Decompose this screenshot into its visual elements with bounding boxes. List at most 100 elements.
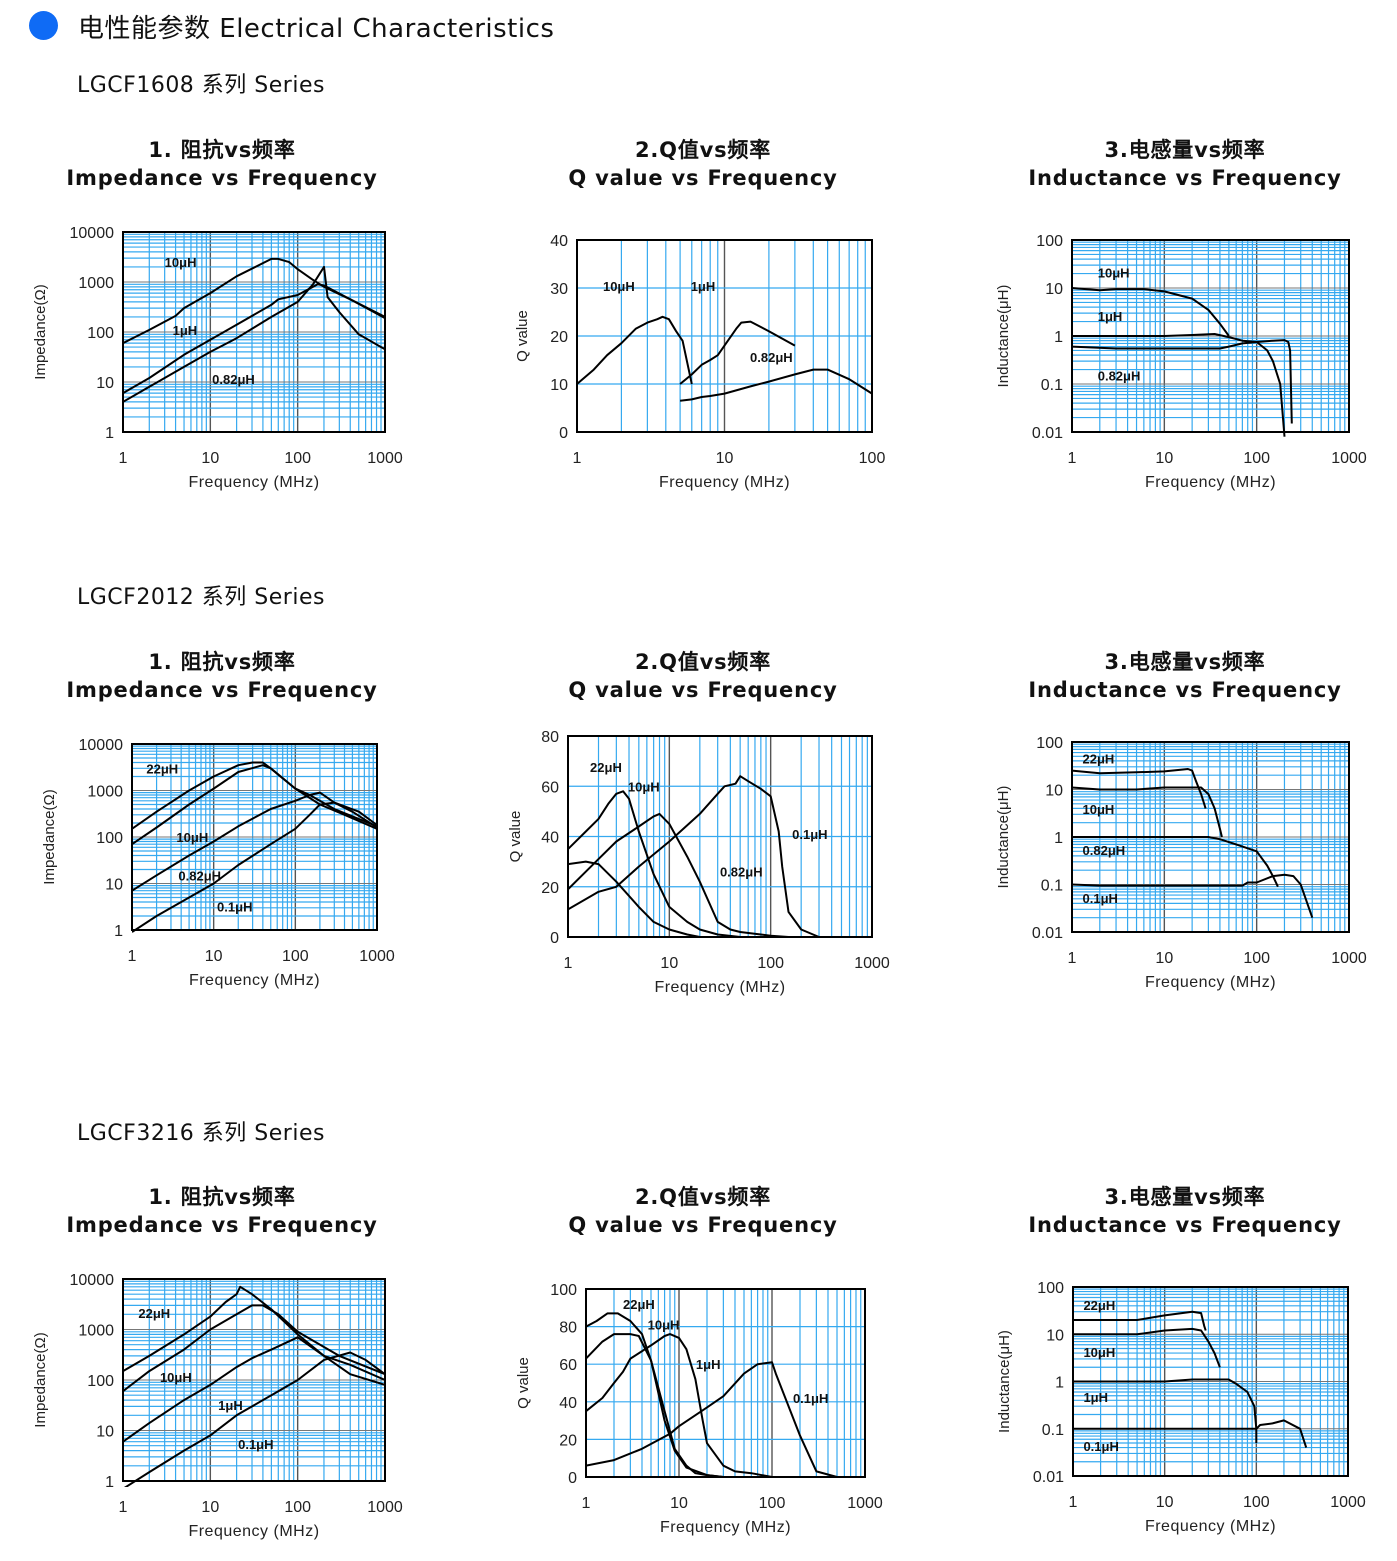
plot-border — [585, 1288, 866, 1478]
q-value-chart-title: 2.Q值vs频率 Q value vs Frequency — [503, 136, 903, 192]
inductance-chart-title: 3.电感量vs频率 Inductance vs Frequency — [985, 1183, 1385, 1239]
chart-title-cn: 3.电感量vs频率 — [1104, 138, 1266, 162]
y-tick-label: 10 — [105, 877, 123, 894]
chart-title-en: Q value vs Frequency — [568, 678, 838, 702]
x-tick-label: 10 — [1155, 450, 1173, 467]
y-axis-label: Inductance(μH) — [995, 285, 1012, 388]
impedance-chart-0: 1 10 100 1000 1 10 100 1000 10000 Frequency (MHz)… — [32, 225, 403, 491]
y-axis-label: Impedance(Ω) — [32, 284, 49, 379]
chart-title-en: Impedance vs Frequency — [66, 1213, 378, 1237]
x-tick-label: 1 — [1068, 450, 1077, 467]
x-tick-label: 1000 — [1330, 1494, 1366, 1511]
series-label: 10μH — [176, 830, 208, 845]
x-axis-label: Frequency (MHz) — [654, 979, 785, 996]
impedance-chart-3: 1 10 100 1000 1 10 100 1000 10000 Frequency (MHz)… — [41, 737, 395, 989]
chart-title-en: Inductance vs Frequency — [1028, 166, 1342, 190]
series-line-0.1uh — [132, 801, 377, 933]
x-tick-label: 100 — [284, 450, 311, 467]
y-axis-label: Impedance(Ω) — [41, 789, 58, 884]
y-tick-label: 0.1 — [1041, 878, 1063, 895]
chart-title-cn: 2.Q值vs频率 — [634, 1185, 772, 1209]
y-tick-label: 10 — [1046, 1327, 1064, 1344]
y-tick-label: 80 — [541, 729, 559, 746]
series-label: 22μH — [138, 1306, 170, 1321]
chart-title-cn: 3.电感量vs频率 — [1104, 650, 1266, 674]
series-label: 0.1μH — [217, 900, 252, 915]
chart-title-en: Q value vs Frequency — [568, 1213, 838, 1237]
x-tick-label: 1 — [1069, 1494, 1078, 1511]
plot-border — [131, 743, 378, 931]
impedance-chart-title: 1. 阻抗vs频率 Impedance vs Frequency — [22, 1183, 422, 1239]
impedance-chart-title: 1. 阻抗vs频率 Impedance vs Frequency — [22, 648, 422, 704]
chart-title-cn: 1. 阻抗vs频率 — [148, 650, 296, 674]
series-label: 10μH — [628, 779, 660, 794]
q-value-chart-title: 2.Q值vs频率 Q value vs Frequency — [503, 1183, 903, 1239]
y-tick-label: 10000 — [70, 1272, 115, 1289]
y-tick-label: 60 — [559, 1357, 577, 1374]
y-tick-label: 0 — [550, 930, 559, 947]
x-tick-label: 100 — [1243, 1494, 1270, 1511]
chart-title-cn: 2.Q值vs频率 — [634, 650, 772, 674]
x-tick-label: 1000 — [847, 1495, 883, 1512]
series-label: 0.82μH — [178, 868, 221, 883]
chart-title-cn: 1. 阻抗vs频率 — [148, 138, 296, 162]
series-label: 0.1μH — [1083, 1439, 1118, 1454]
y-tick-label: 1 — [114, 923, 123, 940]
impedance-chart-6: 1 10 100 1000 1 10 100 1000 10000 Frequency (MHz)… — [32, 1272, 403, 1540]
x-tick-label: 1000 — [1331, 450, 1367, 467]
q-value-chart-1: 1 10 100 0 10 20 30 40 Frequency (MHz) Q value 10μ… — [514, 233, 885, 491]
series-line-10uh — [132, 764, 377, 846]
y-tick-label: 20 — [541, 880, 559, 897]
x-tick-label: 1 — [119, 450, 128, 467]
series-line-10uh — [1073, 1327, 1221, 1368]
x-tick-label: 10 — [1156, 1494, 1174, 1511]
series-line-0.1uh — [123, 1351, 385, 1487]
y-tick-label: 40 — [559, 1395, 577, 1412]
x-tick-label: 100 — [284, 1499, 311, 1516]
x-tick-label: 1000 — [854, 955, 890, 972]
x-tick-label: 100 — [282, 948, 309, 965]
inductance-chart-2: 1 10 100 1000 0.01 0.1 1 10 100 Frequency (MHz) In… — [995, 233, 1367, 491]
y-tick-label: 20 — [559, 1432, 577, 1449]
x-tick-label: 1 — [582, 1495, 591, 1512]
y-tick-label: 1000 — [78, 1323, 114, 1340]
y-axis-label: Q value — [507, 811, 524, 863]
series-line-1uh — [1073, 1378, 1258, 1443]
series-label: 22μH — [590, 760, 622, 775]
series-label: 22μH — [1083, 751, 1115, 766]
y-tick-label: 1000 — [87, 784, 123, 801]
y-tick-label: 1000 — [78, 275, 114, 292]
series-label: 10μH — [648, 1318, 680, 1333]
x-tick-label: 1000 — [1331, 950, 1367, 967]
chart-title-cn: 2.Q值vs频率 — [634, 138, 772, 162]
x-axis-label: Frequency (MHz) — [660, 1519, 791, 1536]
y-tick-label: 0 — [568, 1470, 577, 1487]
series-label: 0.1μH — [238, 1437, 273, 1452]
inductance-chart-5: 1 10 100 1000 0.01 0.1 1 10 100 Frequency (MHz) In… — [995, 735, 1367, 991]
page-title: 电性能参数 Electrical Characteristics — [78, 14, 555, 44]
series-label: 10μH — [1083, 802, 1115, 817]
plot-border — [122, 231, 386, 433]
x-tick-label: 100 — [759, 1495, 786, 1512]
x-tick-label: 1 — [119, 1499, 128, 1516]
y-tick-label: 1 — [105, 1474, 114, 1491]
x-tick-label: 10 — [201, 450, 219, 467]
x-tick-label: 1000 — [367, 1499, 403, 1516]
series-line-0.1uh — [586, 1361, 838, 1478]
chart-title-en: Q value vs Frequency — [568, 166, 838, 190]
series-title-lgcf3216: LGCF3216 系列 Series — [77, 1121, 325, 1146]
series-line-0.82uh — [568, 812, 789, 938]
y-tick-label: 100 — [1036, 233, 1063, 250]
impedance-chart-title: 1. 阻抗vs频率 Impedance vs Frequency — [22, 136, 422, 192]
series-label: 1μH — [218, 1398, 243, 1413]
y-tick-label: 10 — [1045, 783, 1063, 800]
y-tick-label: 10 — [96, 375, 114, 392]
x-axis-label: Frequency (MHz) — [189, 972, 320, 989]
y-tick-label: 100 — [550, 1282, 577, 1299]
x-tick-label: 1 — [564, 955, 573, 972]
series-label: 0.82μH — [1083, 843, 1126, 858]
y-tick-label: 1 — [1055, 1375, 1064, 1392]
inductance-chart-8: 1 10 100 1000 0.01 0.1 1 10 100 Frequency (MHz) In… — [996, 1280, 1366, 1535]
series-label: 22μH — [1083, 1298, 1115, 1313]
y-tick-label: 10 — [96, 1424, 114, 1441]
